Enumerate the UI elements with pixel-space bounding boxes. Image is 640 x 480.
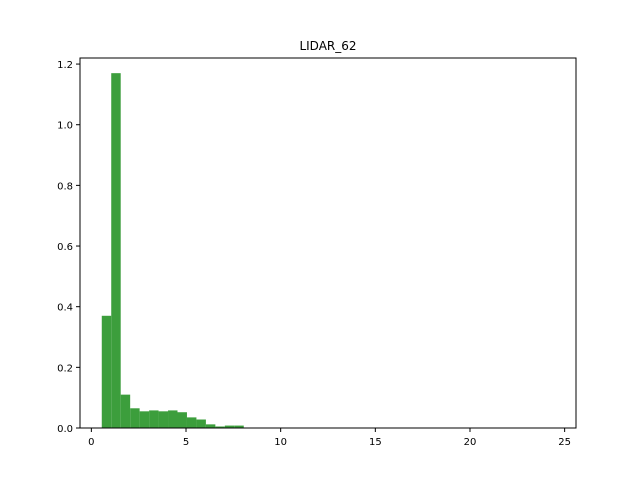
y-tick-label: 0.8 <box>57 181 73 192</box>
x-tick-label: 0 <box>88 437 94 448</box>
histogram-bar-13 <box>224 425 235 428</box>
histogram-bar-1 <box>111 73 121 428</box>
histogram-bar-4 <box>139 411 150 428</box>
histogram-bar-10 <box>196 419 206 428</box>
histogram-bar-2 <box>120 394 131 428</box>
histogram-bar-0 <box>101 315 112 428</box>
histogram-bar-11 <box>205 424 216 428</box>
x-tick-label: 20 <box>464 437 477 448</box>
x-tick-label: 5 <box>183 437 189 448</box>
histogram-bar-7 <box>168 410 178 428</box>
x-tick-label: 15 <box>369 437 382 448</box>
x-tick-label: 25 <box>558 437 571 448</box>
y-tick-label: 0.6 <box>57 242 73 253</box>
chart-title: LIDAR_62 <box>299 39 356 53</box>
y-tick-label: 0.0 <box>57 424 73 435</box>
x-tick-label: 10 <box>274 437 287 448</box>
y-tick-label: 0.4 <box>57 303 73 314</box>
histogram-bar-9 <box>186 417 197 428</box>
x-axis: 0 5 10 15 20 25 <box>88 428 571 448</box>
plot-frame <box>79 57 577 429</box>
histogram-bar-6 <box>158 411 169 428</box>
histogram-bar-12 <box>215 426 225 428</box>
histogram-bar-3 <box>130 408 140 428</box>
histogram-bar-8 <box>177 412 187 428</box>
y-axis: 0.0 0.2 0.4 0.6 0.8 1.0 1.2 <box>57 60 80 435</box>
histogram-bar-14 <box>234 425 244 428</box>
y-tick-label: 1.0 <box>57 121 73 132</box>
y-tick-label: 0.2 <box>57 363 73 374</box>
histogram-bar-5 <box>149 410 159 428</box>
y-tick-label: 1.2 <box>57 60 73 71</box>
bars-group <box>101 73 244 428</box>
